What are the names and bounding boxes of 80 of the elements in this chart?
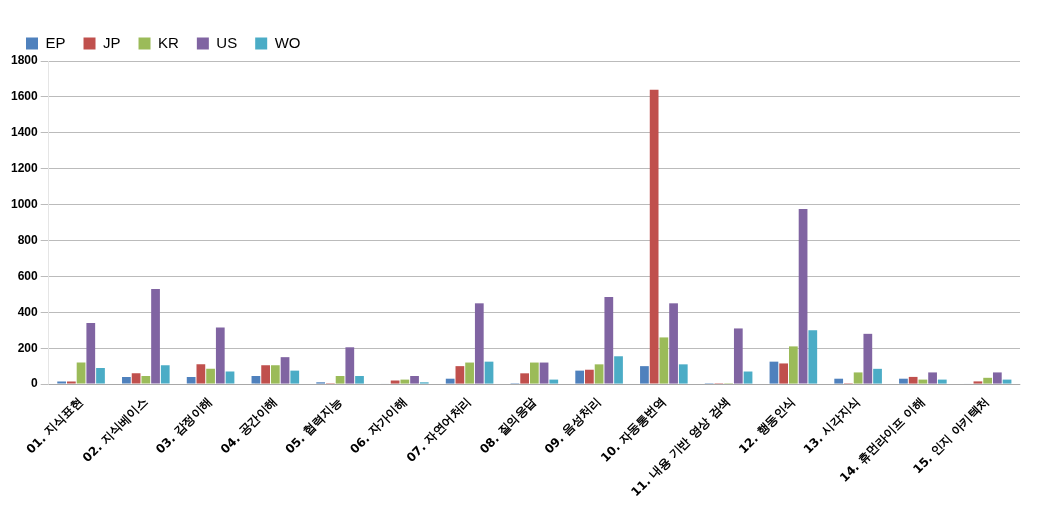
bar <box>86 323 96 384</box>
bar <box>918 379 928 384</box>
bar <box>1002 379 1012 384</box>
bar <box>160 365 170 384</box>
y-tick-label: 1600 <box>10 89 39 104</box>
legend-label: KR <box>158 33 180 51</box>
bar <box>575 370 585 384</box>
bar <box>520 373 530 384</box>
bar <box>465 362 474 384</box>
bar <box>539 362 549 384</box>
bar <box>270 365 280 384</box>
bar <box>678 364 688 384</box>
legend-label: US <box>216 33 238 51</box>
bar <box>131 373 141 384</box>
bar <box>928 372 937 384</box>
bar <box>151 288 160 384</box>
legend-label: JP <box>103 33 121 51</box>
bar <box>355 376 364 384</box>
bar <box>141 376 151 384</box>
bar <box>251 376 261 384</box>
bar <box>908 376 918 384</box>
bar <box>474 303 484 384</box>
bar <box>743 371 753 384</box>
bar <box>983 377 992 384</box>
y-tick-label: 0 <box>31 376 39 391</box>
bar <box>484 361 494 384</box>
bar <box>76 362 86 384</box>
y-tick-label: 800 <box>17 232 39 247</box>
bar <box>788 346 798 384</box>
bar <box>215 327 225 384</box>
bar <box>649 89 659 384</box>
bar <box>57 381 67 384</box>
bar <box>455 366 465 384</box>
y-tick-label: 1200 <box>10 161 39 176</box>
bar <box>206 368 215 384</box>
bar <box>186 376 196 384</box>
bar <box>585 369 594 384</box>
bar <box>669 303 678 384</box>
bar <box>529 362 539 384</box>
bar <box>280 357 290 384</box>
bar <box>733 328 743 384</box>
bar <box>196 364 206 384</box>
bar <box>66 381 76 384</box>
bar <box>973 381 983 384</box>
bar <box>594 364 604 384</box>
bar <box>873 368 882 384</box>
y-tick-label: 1000 <box>10 196 39 211</box>
y-tick-label: 1400 <box>10 125 39 140</box>
y-tick-label: 400 <box>17 304 39 319</box>
legend-label: EP <box>45 33 66 51</box>
bar <box>345 347 355 384</box>
bar <box>261 365 270 384</box>
y-tick-label: 600 <box>17 268 39 283</box>
bar <box>937 379 947 384</box>
bar <box>853 372 863 384</box>
bar <box>445 378 455 384</box>
bar <box>390 380 400 384</box>
bar <box>808 330 818 384</box>
bar <box>863 333 873 384</box>
bar <box>225 371 235 384</box>
bar <box>335 376 345 384</box>
bar <box>779 363 789 384</box>
bar <box>96 367 105 384</box>
bar <box>659 337 669 384</box>
y-tick-label: 200 <box>17 340 39 355</box>
bar <box>400 379 410 384</box>
bar <box>614 356 623 384</box>
legend-label: WO <box>274 33 301 51</box>
bar <box>834 378 844 384</box>
bar <box>410 376 419 384</box>
y-tick-label: 1800 <box>10 53 39 68</box>
bar <box>769 361 779 384</box>
bar <box>122 376 131 384</box>
bar <box>290 370 300 384</box>
bar <box>899 378 908 384</box>
bar <box>992 372 1002 384</box>
bar <box>798 209 808 384</box>
bar <box>604 297 614 384</box>
bar <box>640 366 649 384</box>
bar <box>549 379 559 384</box>
